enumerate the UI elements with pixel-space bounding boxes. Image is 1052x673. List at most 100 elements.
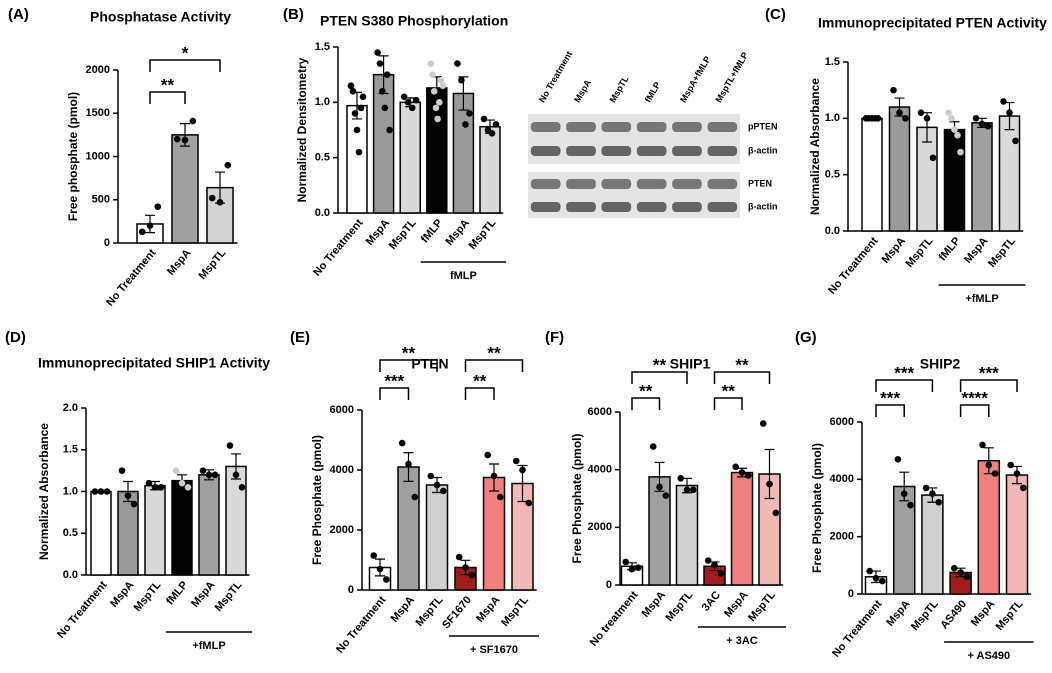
- x-tick-label: SF1670: [440, 594, 474, 631]
- x-tick-label: MspA: [165, 247, 193, 278]
- blot-row-label: β-actin: [748, 201, 778, 211]
- group-label: + AS490: [967, 650, 1010, 662]
- data-point: [151, 484, 159, 491]
- chart-title: PTEN: [411, 356, 448, 372]
- data-point: [173, 135, 181, 143]
- y-axis-label: Free Phosphate (pmol): [570, 433, 584, 563]
- y-tick-label: 1.5: [315, 41, 330, 53]
- data-point: [91, 488, 99, 495]
- data-point: [216, 199, 224, 206]
- data-point: [458, 76, 465, 84]
- blot-band: [636, 179, 667, 189]
- data-point: [929, 154, 937, 162]
- blot-lane-label: MspTL: [607, 74, 630, 105]
- data-point: [954, 131, 961, 139]
- blot-band: [636, 122, 667, 132]
- data-point: [900, 490, 908, 497]
- chart-title: Immunoprecipitated PTEN Activity: [818, 15, 1047, 31]
- significance-label: ***: [384, 371, 404, 390]
- data-point: [145, 479, 153, 487]
- y-axis-label: Normalized Absorbance: [808, 78, 822, 215]
- panel-label: (D): [5, 329, 26, 346]
- data-point: [948, 115, 955, 122]
- data-point: [717, 570, 725, 577]
- significance-bracket: [464, 359, 524, 372]
- data-point: [205, 471, 213, 479]
- data-point: [181, 136, 189, 144]
- data-point: [1007, 461, 1014, 469]
- data-point: [704, 557, 712, 564]
- data-point: [656, 483, 663, 491]
- data-point: [379, 87, 386, 95]
- data-point: [224, 161, 232, 169]
- x-tick-label: MspTL: [467, 217, 499, 252]
- y-tick-label: 0.0: [63, 569, 78, 581]
- blot-band: [707, 122, 738, 132]
- significance-label: **: [653, 355, 667, 374]
- data-point: [772, 509, 780, 517]
- panel-label: (F): [545, 329, 564, 346]
- data-point: [97, 488, 105, 495]
- x-tick-label: No Treatment: [826, 235, 881, 297]
- data-point: [1013, 470, 1021, 477]
- data-point: [199, 467, 207, 474]
- data-point: [907, 501, 914, 509]
- blot-membrane: [528, 172, 740, 218]
- significance-label: **: [402, 343, 416, 362]
- significance-label: **: [161, 75, 175, 94]
- x-tick-label: fMLP: [164, 579, 190, 607]
- blot-band: [601, 122, 632, 132]
- blot-band: [707, 202, 738, 212]
- chart-title: Phosphatase Activity: [90, 9, 231, 25]
- bar: [977, 459, 1001, 595]
- bar: [921, 494, 944, 595]
- data-point: [738, 469, 746, 476]
- data-point: [922, 484, 930, 492]
- x-tick-label: No Treatment: [311, 217, 366, 279]
- y-tick-label: 1.0: [315, 96, 330, 108]
- data-point: [376, 60, 384, 67]
- bar: [888, 106, 911, 232]
- y-axis-label: Free Phosphate (pmol): [810, 443, 824, 573]
- blot-row-label: PTEN: [748, 178, 772, 188]
- data-point: [945, 109, 952, 116]
- data-point: [184, 484, 192, 491]
- significance-bracket: [713, 371, 771, 384]
- chart-title: SHIP1: [670, 356, 711, 372]
- data-point: [490, 472, 498, 480]
- y-tick-label: 500: [92, 194, 110, 206]
- data-point: [440, 487, 447, 495]
- data-point: [985, 461, 993, 469]
- data-point: [383, 71, 391, 78]
- data-point: [178, 479, 186, 487]
- bar: [998, 115, 1021, 232]
- x-tick-label: fMLP: [937, 235, 963, 263]
- data-point: [923, 115, 931, 122]
- y-tick-label: 2.0: [63, 402, 78, 414]
- bar: [372, 73, 395, 214]
- data-point: [972, 115, 980, 122]
- x-tick-label: MspTL: [664, 589, 696, 624]
- significance-bracket: [464, 387, 495, 400]
- bar: [144, 484, 166, 576]
- data-point: [902, 115, 909, 122]
- bar: [730, 471, 754, 586]
- data-point: [376, 565, 384, 573]
- y-tick-label: 0: [348, 584, 354, 596]
- data-point: [711, 561, 718, 569]
- significance-bracket: [379, 387, 410, 400]
- significance-label: **: [473, 371, 487, 390]
- panel-label: (E): [290, 329, 310, 346]
- x-tick-label: No Treatment: [334, 594, 389, 656]
- blot-band: [672, 122, 702, 132]
- significance-label: ***: [894, 363, 914, 382]
- error-bar: [764, 448, 775, 500]
- x-tick-label: MspTL: [499, 594, 531, 629]
- blot-band: [601, 179, 632, 189]
- data-point: [497, 493, 504, 501]
- significance-bracket: [631, 371, 688, 384]
- x-tick-label: MspTL: [909, 598, 941, 633]
- blot-band: [566, 146, 596, 156]
- blot-band: [601, 146, 632, 156]
- data-point: [146, 222, 154, 229]
